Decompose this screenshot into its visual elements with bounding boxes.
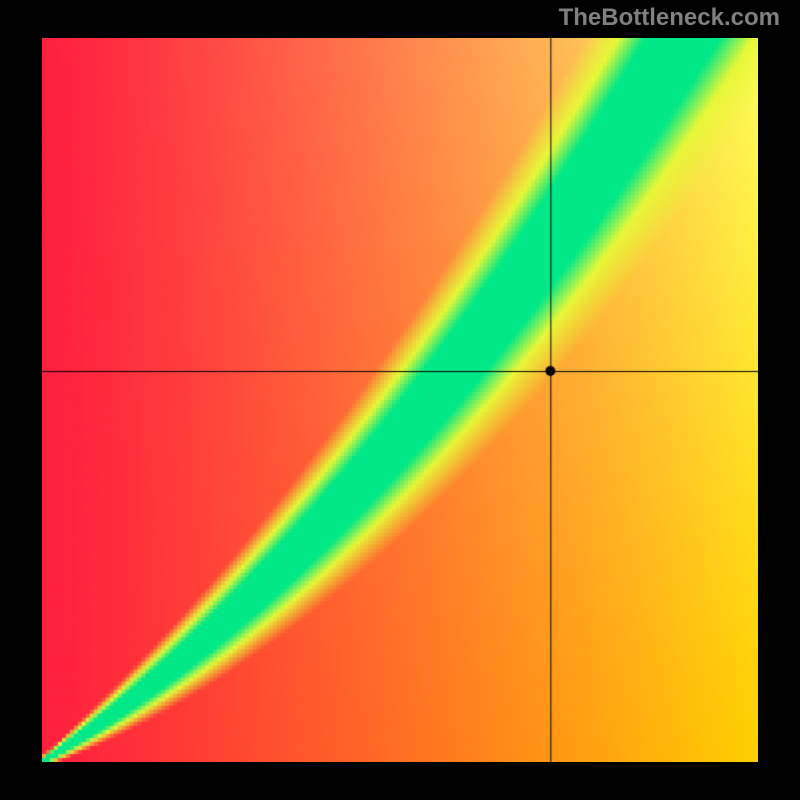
heatmap-canvas (42, 38, 758, 762)
watermark-text: TheBottleneck.com (559, 4, 780, 32)
chart-container: TheBottleneck.com (0, 0, 800, 800)
plot-area (42, 38, 758, 762)
